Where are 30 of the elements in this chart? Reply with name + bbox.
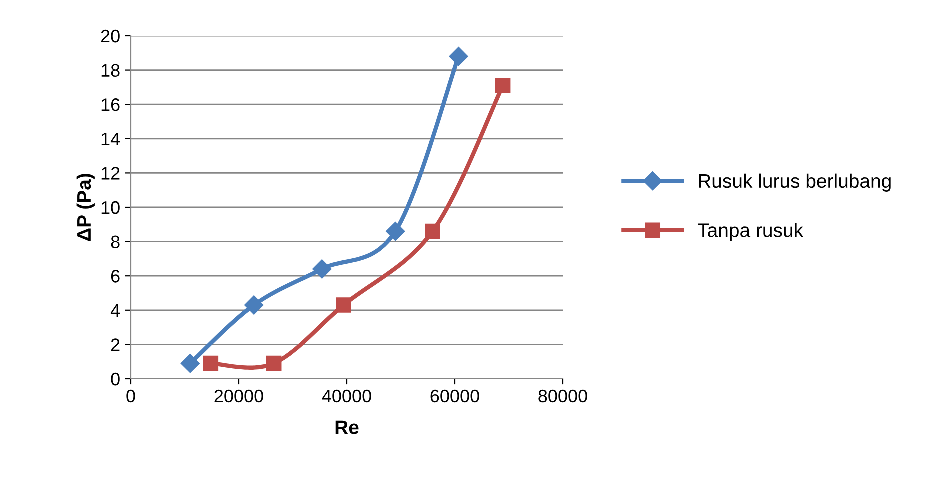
x-tick-label: 60000 (430, 390, 480, 403)
y-tick-label: 12 (102, 167, 120, 180)
x-tick-label: 80000 (538, 390, 588, 403)
x-tick-label: 0 (126, 390, 136, 403)
point (266, 356, 282, 372)
point (180, 354, 200, 374)
point (425, 224, 440, 240)
y-tick-label: 20 (101, 30, 120, 43)
point (386, 222, 406, 242)
y-tick-label: 16 (102, 98, 120, 112)
legend-label: Rusuk lurus berlubang (699, 174, 891, 192)
y-tick-label: 4 (110, 304, 120, 317)
point (244, 296, 264, 315)
y-axis-title: ΔP (Pa) (76, 174, 95, 242)
y-tick-label: 8 (111, 236, 120, 249)
y-tick-label: 14 (102, 133, 120, 146)
y-tick-label: 10 (102, 201, 120, 214)
y-tick-label: 6 (111, 270, 120, 283)
legend-label: Tanpa rusuk (698, 223, 804, 242)
x-tick-label: 40000 (322, 390, 372, 403)
y-tick-label: 2 (111, 338, 120, 352)
x-axis-title: Re (336, 420, 359, 434)
y-tick-label: 0 (111, 372, 120, 386)
point (336, 298, 352, 313)
point (449, 47, 468, 66)
point (312, 260, 332, 279)
y-tick-label: 18 (102, 64, 120, 78)
x-tick-label: 20000 (214, 390, 264, 403)
point (495, 78, 511, 94)
point (203, 356, 219, 372)
